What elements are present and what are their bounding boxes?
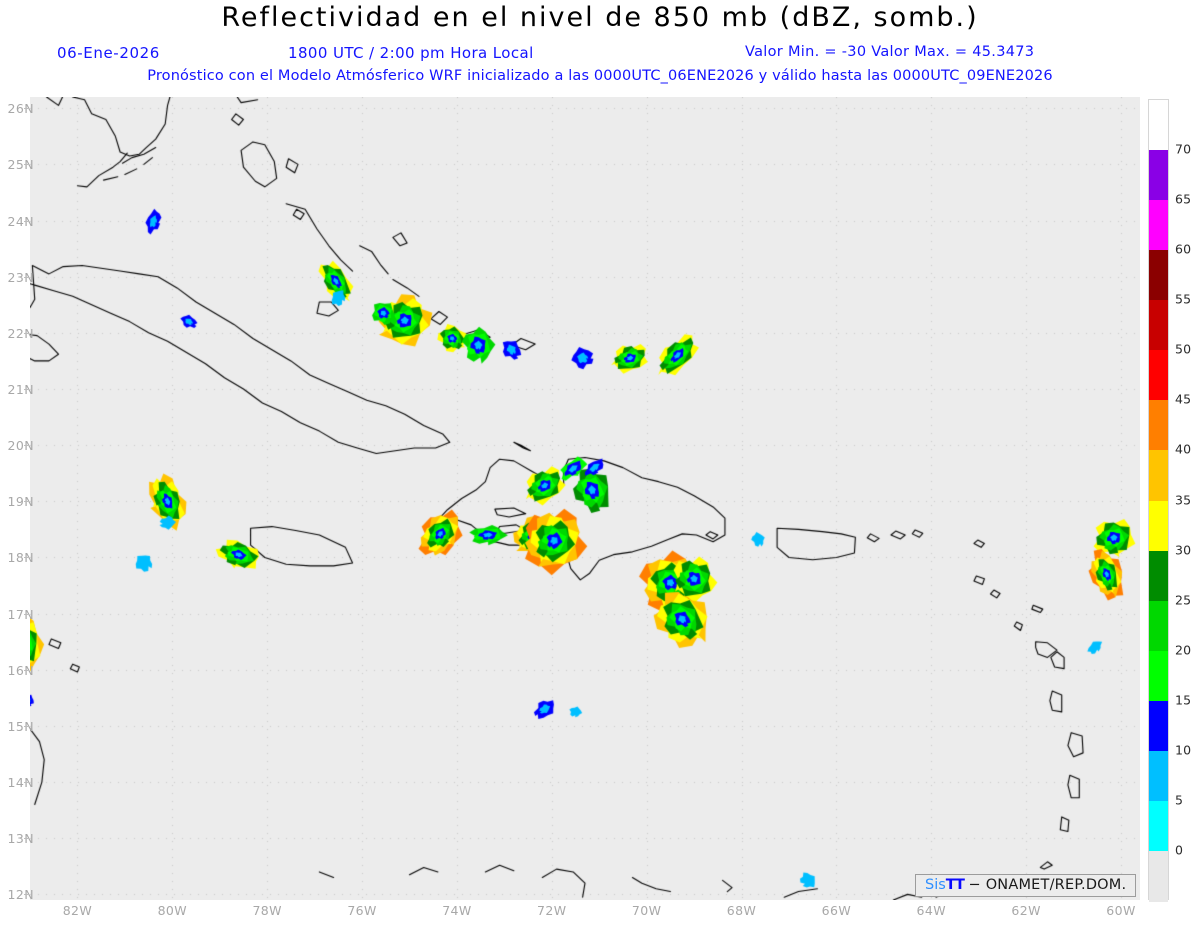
colorbar-band	[1149, 600, 1168, 652]
forecast-date: 06-Ene-2026	[57, 44, 160, 62]
x-axis-tick-label: 76W	[347, 903, 377, 918]
x-axis-tick-label: 62W	[1011, 903, 1041, 918]
y-axis-tick	[24, 894, 28, 896]
colorbar-tick-label: 45	[1175, 391, 1192, 407]
y-axis-tick	[24, 501, 28, 503]
y-axis-tick-label: 12N	[7, 887, 34, 903]
colorbar-band	[1149, 700, 1168, 752]
credit-badge: SisTT − ONAMET/REP.DOM.	[915, 874, 1137, 897]
colorbar-band	[1149, 800, 1168, 852]
y-axis-tick	[24, 108, 28, 110]
y-axis-tick	[24, 332, 28, 334]
y-axis-tick-label: 18N	[7, 550, 34, 566]
y-axis-tick-label: 13N	[7, 831, 34, 847]
colorbar-band	[1149, 750, 1168, 802]
colorbar-band	[1149, 850, 1168, 902]
colorbar-band	[1149, 100, 1168, 151]
y-axis-tick	[24, 613, 28, 615]
y-axis-tick-label: 20N	[7, 438, 34, 454]
x-axis-tick-label: 68W	[726, 903, 757, 918]
forecast-time: 1800 UTC / 2:00 pm Hora Local	[288, 44, 534, 62]
colorbar-band	[1149, 150, 1168, 201]
colorbar-band	[1149, 300, 1168, 351]
colorbar-tick-label: 10	[1175, 742, 1192, 758]
colorbar-tick-label: 55	[1175, 291, 1192, 307]
x-axis-tick-label: 78W	[252, 903, 282, 918]
colorbar-tick-label: 60	[1175, 241, 1192, 257]
colorbar-tick-label: 25	[1175, 592, 1192, 608]
colorbar-tick-label: 30	[1175, 542, 1192, 558]
x-axis-tick-label: 66W	[821, 903, 852, 918]
y-axis-tick-label: 17N	[7, 606, 34, 622]
y-axis-tick-label: 25N	[7, 157, 34, 173]
y-axis-tick-label: 22N	[7, 325, 34, 341]
colorbar-band	[1149, 250, 1168, 301]
colorbar-band	[1149, 550, 1168, 602]
y-axis-tick	[24, 782, 28, 784]
x-axis-tick-label: 74W	[442, 903, 472, 918]
colorbar-tick-label: 50	[1175, 341, 1192, 357]
map-plot-area	[30, 97, 1140, 900]
y-axis-tick-label: 14N	[7, 775, 34, 791]
y-axis-tick-label: 19N	[7, 494, 34, 510]
colorbar-tick-label: 65	[1175, 191, 1192, 207]
y-axis-tick-label: 24N	[7, 213, 34, 229]
x-axis-tick-label: 70W	[631, 903, 662, 918]
y-axis-tick	[24, 164, 28, 166]
header-subrow: 06-Ene-2026 1800 UTC / 2:00 pm Hora Loca…	[0, 44, 1200, 64]
y-axis-tick	[24, 669, 28, 671]
colorbar-band	[1149, 650, 1168, 702]
colorbar-tick-label: 70	[1175, 141, 1192, 157]
y-axis-tick-label: 26N	[7, 101, 34, 117]
y-axis-tick-label: 21N	[7, 382, 34, 397]
x-axis-tick-label: 80W	[157, 903, 188, 918]
x-axis-tick-label: 64W	[916, 903, 947, 918]
y-axis-tick-label: 15N	[7, 718, 34, 734]
colorbar-band	[1149, 450, 1168, 502]
y-axis-tick	[24, 838, 28, 840]
y-axis-tick	[24, 557, 28, 559]
y-axis-tick	[24, 445, 28, 447]
y-axis-tick-label: 16N	[7, 662, 34, 678]
x-axis-tick-label: 60W	[1106, 903, 1136, 918]
reflectivity-layer	[30, 97, 1140, 900]
credit-sis-text: Sis	[925, 877, 946, 893]
y-axis-tick	[24, 276, 28, 278]
model-description: Pronóstico con el Modelo Atmósferico WRF…	[147, 68, 1053, 84]
colorbar-tick-label: 5	[1175, 792, 1184, 808]
value-range-readout: Valor Min. = -30 Valor Max. = 45.3473	[745, 44, 1035, 60]
y-axis-tick	[24, 389, 28, 390]
colorbar	[1148, 99, 1169, 902]
y-axis-tick	[24, 220, 28, 222]
x-axis-tick-label: 72W	[537, 903, 567, 918]
colorbar-tick-label: 35	[1175, 492, 1192, 507]
colorbar-tick-label: 20	[1175, 642, 1192, 658]
colorbar-tick-label: 40	[1175, 441, 1192, 457]
x-axis-tick-label: 82W	[62, 903, 93, 918]
colorbar-band	[1149, 350, 1168, 401]
colorbar-band	[1149, 400, 1168, 452]
y-axis-tick	[24, 725, 28, 727]
colorbar-band	[1149, 200, 1168, 251]
credit-tt-logo: TT	[945, 877, 965, 893]
colorbar-tick-label: 15	[1175, 692, 1192, 708]
colorbar-tick-label: 0	[1175, 842, 1184, 858]
page-title: Reflectividad en el nivel de 850 mb (dBZ…	[221, 2, 979, 33]
colorbar-band	[1149, 500, 1168, 552]
y-axis-tick-label: 23N	[7, 269, 34, 285]
credit-org-text: − ONAMET/REP.DOM.	[968, 877, 1127, 893]
